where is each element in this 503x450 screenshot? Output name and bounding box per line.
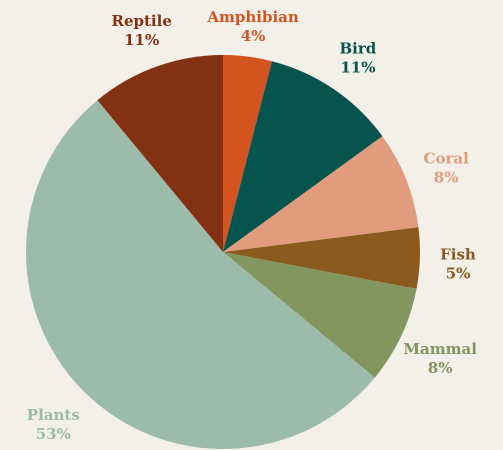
slice-percent-bird: 11%	[340, 59, 375, 77]
slice-percent-plants: 53%	[36, 425, 71, 443]
slice-label-reptile: Reptile	[112, 12, 172, 30]
slice-percent-amphibian: 4%	[241, 27, 266, 45]
pie-slice-coral	[223, 136, 419, 252]
slice-percent-coral: 8%	[434, 169, 459, 187]
slice-percent-fish: 5%	[446, 265, 471, 283]
slice-label-mammal: Mammal	[403, 340, 477, 358]
pie-slice-reptile	[97, 54, 223, 252]
pie-labels: Amphibian4%Bird11%Coral8%Fish5%Mammal8%P…	[27, 8, 477, 443]
slice-label-fish: Fish	[440, 246, 476, 264]
pie-slice-bird	[223, 61, 383, 252]
pie-slices	[25, 54, 420, 449]
slice-label-bird: Bird	[340, 40, 377, 58]
pie-slice-mammal	[223, 252, 417, 378]
slice-label-coral: Coral	[424, 150, 470, 168]
pie-slice-fish	[223, 227, 420, 289]
slice-label-plants: Plants	[27, 406, 80, 424]
slice-percent-mammal: 8%	[428, 359, 453, 377]
slice-label-amphibian: Amphibian	[206, 8, 299, 26]
slice-percent-reptile: 11%	[124, 31, 159, 49]
pie-slice-amphibian	[223, 55, 272, 252]
pie-slice-plants	[25, 100, 375, 449]
